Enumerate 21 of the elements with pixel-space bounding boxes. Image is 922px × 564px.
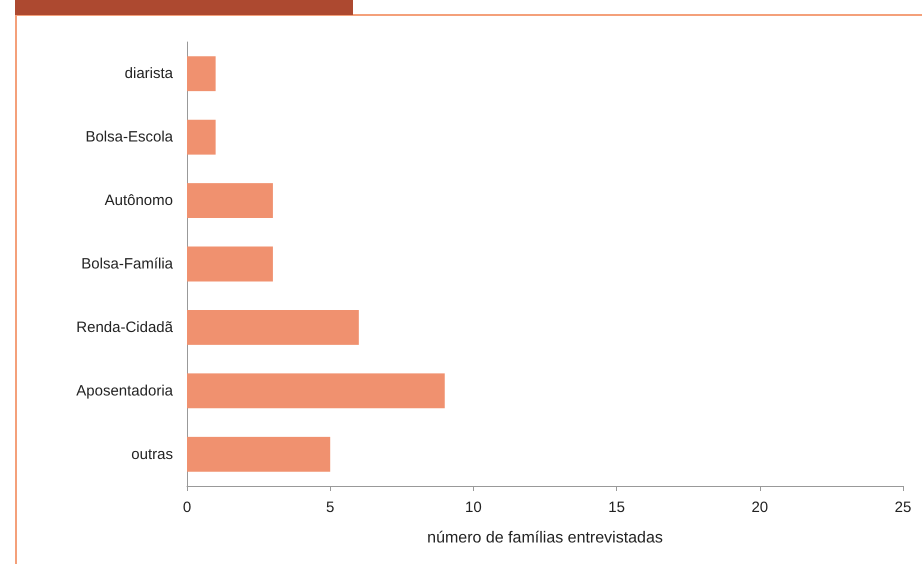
bar xyxy=(187,436,330,472)
bar xyxy=(187,183,273,218)
x-tick-label: 25 xyxy=(894,499,912,516)
bar xyxy=(187,310,359,345)
bar xyxy=(187,373,445,408)
x-tick-label: 15 xyxy=(608,499,625,516)
x-tick-label: 10 xyxy=(465,499,482,516)
y-tick-label: diarista xyxy=(124,65,174,82)
x-axis-title: número de famílias entrevistadas xyxy=(427,530,663,546)
x-tick-label: 20 xyxy=(751,499,768,516)
bar xyxy=(187,56,216,92)
y-tick-label: Autônomo xyxy=(104,192,173,210)
y-tick-label: Aposentadoria xyxy=(76,382,174,400)
y-tick-label: Renda-Cidadã xyxy=(76,318,174,336)
y-tick-label: Bolsa-Escola xyxy=(85,128,174,146)
bar xyxy=(187,120,216,155)
y-tick-label: outras xyxy=(131,446,173,463)
x-tick-label: 0 xyxy=(182,499,192,516)
y-tick-label: Bolsa-Família xyxy=(81,256,174,272)
x-tick-label: 5 xyxy=(326,499,334,516)
bar xyxy=(187,246,273,282)
